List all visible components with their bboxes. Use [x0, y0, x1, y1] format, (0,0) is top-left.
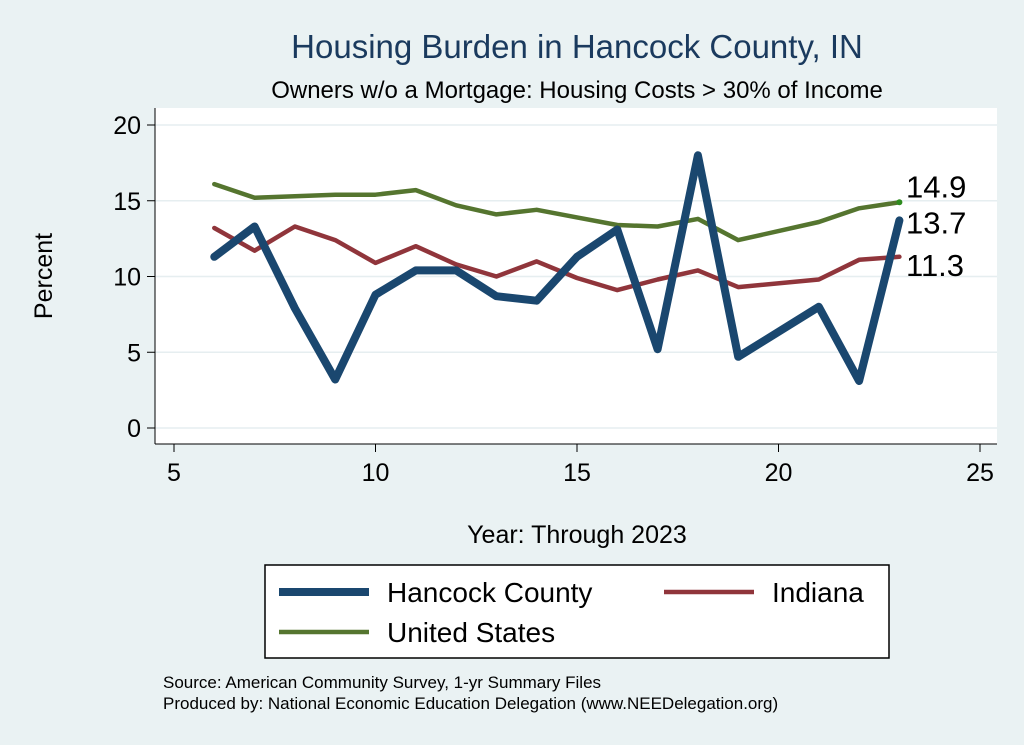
end-label-2: 14.9 [906, 169, 966, 204]
end-label-0: 13.7 [906, 205, 966, 240]
end-marker-us [896, 199, 903, 206]
x-tick-label: 10 [362, 459, 390, 487]
end-label-1: 11.3 [906, 248, 964, 283]
x-tick-label: 25 [966, 459, 994, 487]
legend-label-indiana: Indiana [772, 577, 864, 608]
series-line-0 [210, 151, 904, 385]
y-tick-label: 0 [127, 415, 141, 443]
legend-label-us: United States [387, 617, 555, 648]
legend: Hancock County Indiana United States [264, 564, 890, 659]
y-tick-label: 20 [113, 112, 141, 140]
y-tick-label: 15 [113, 188, 141, 216]
y-tick-label: 10 [113, 264, 141, 292]
series-line-2 [212, 181, 902, 243]
source-line-1: Source: American Community Survey, 1-yr … [163, 673, 601, 692]
x-tick-label: 5 [167, 459, 181, 487]
chart-subtitle: Owners w/o a Mortgage: Housing Costs > 3… [271, 77, 883, 104]
end-labels: 13.7 11.3 14.9 [906, 169, 966, 283]
x-tick-label: 15 [563, 459, 591, 487]
x-tick-label: 20 [765, 459, 793, 487]
y-tick-label: 5 [127, 339, 141, 367]
series-lines [210, 151, 904, 385]
legend-box [264, 564, 890, 659]
y-axis-label: Percent [30, 233, 58, 319]
x-axis-label: Year: Through 2023 [467, 521, 687, 549]
source-line-2: Produced by: National Economic Education… [163, 694, 778, 713]
series-line-1 [212, 224, 902, 293]
legend-label-hancock: Hancock County [387, 577, 592, 608]
chart-title: Housing Burden in Hancock County, IN [291, 28, 863, 65]
